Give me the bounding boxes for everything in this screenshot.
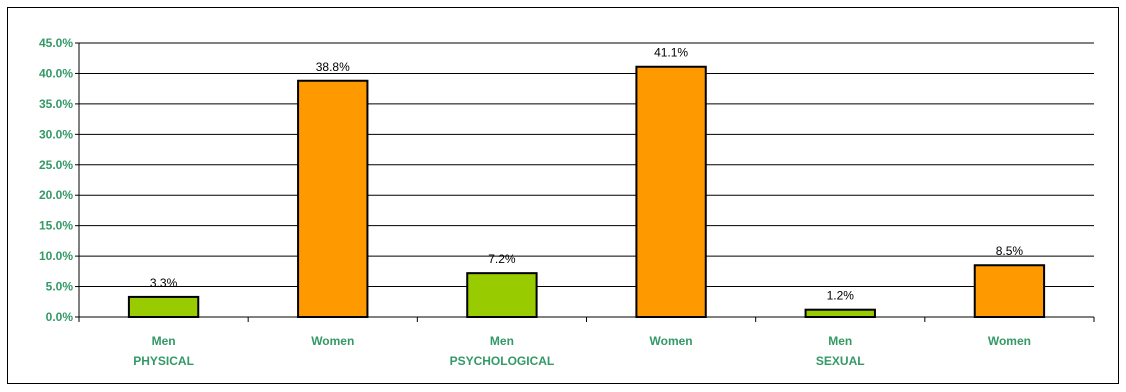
y-tick-label: 15.0% xyxy=(39,219,73,233)
data-label: 3.3% xyxy=(150,276,178,290)
y-tick-label: 0.0% xyxy=(46,310,74,324)
data-label: 38.8% xyxy=(316,60,350,74)
bar xyxy=(804,308,876,318)
y-tick-label: 40.0% xyxy=(39,66,73,80)
data-label: 8.5% xyxy=(996,244,1024,258)
data-label: 41.1% xyxy=(654,46,688,60)
bar xyxy=(127,295,200,319)
axes xyxy=(78,43,1095,322)
group-label: PSYCHOLOGICAL xyxy=(450,354,555,368)
category-label: Women xyxy=(311,334,354,348)
y-tick-label: 45.0% xyxy=(39,36,73,50)
data-labels: 3.3% 38.8% 7.2% 41.1% 1.2% 8.5% xyxy=(150,46,1024,303)
grid-lines xyxy=(79,42,1094,288)
bars xyxy=(127,65,1046,319)
y-axis-ticks: 0.0% 5.0% 10.0% 15.0% 20.0% 25.0% 30.0% 35.0% 40… xyxy=(39,36,79,324)
bar xyxy=(635,65,707,318)
y-tick-label: 30.0% xyxy=(39,127,73,141)
bar xyxy=(297,79,369,318)
category-label: Women xyxy=(988,334,1031,348)
bar xyxy=(466,272,538,319)
group-label: PHYSICAL xyxy=(133,354,194,368)
category-label: Women xyxy=(650,334,693,348)
data-label: 7.2% xyxy=(488,252,516,266)
group-label: SEXUAL xyxy=(816,354,865,368)
category-label: Men xyxy=(152,334,176,348)
y-tick-label: 5.0% xyxy=(46,280,74,294)
y-tick-label: 25.0% xyxy=(39,158,73,172)
category-label: Men xyxy=(490,334,514,348)
data-label: 1.2% xyxy=(827,289,855,303)
y-tick-label: 35.0% xyxy=(39,97,73,111)
category-label: Men xyxy=(828,334,852,348)
bar xyxy=(973,264,1046,318)
y-tick-label: 20.0% xyxy=(39,188,73,202)
category-labels: Men Women Men Women Men Women PHYSICAL PSYCHOLO… xyxy=(133,334,1031,368)
y-tick-label: 10.0% xyxy=(39,249,73,263)
